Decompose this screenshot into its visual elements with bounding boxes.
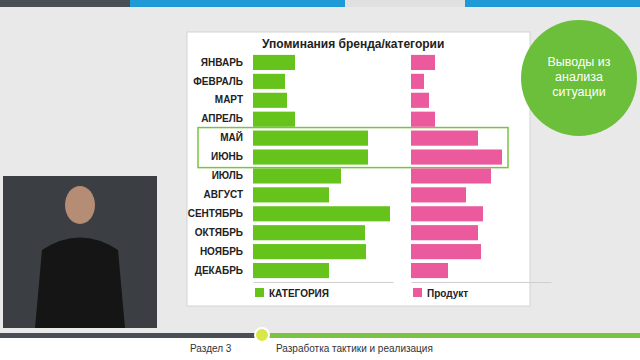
y-tick-label: СЕНТЯБРЬ xyxy=(188,208,243,219)
y-tick-label: ФЕВРАЛЬ xyxy=(193,76,243,87)
y-tick-label: ИЮЛЬ xyxy=(212,170,243,181)
x-axis-line xyxy=(254,282,394,283)
chart-box xyxy=(187,32,530,306)
y-tick: МАРТ xyxy=(215,94,253,105)
bar xyxy=(411,244,481,259)
bars-1 xyxy=(411,55,502,278)
y-tick-label: ДЕКАБРЬ xyxy=(195,265,243,276)
y-tick-label: ИЮНЬ xyxy=(211,151,243,162)
bar xyxy=(411,149,502,164)
y-tick-label: ОКТЯБРЬ xyxy=(195,227,243,238)
x-axis-0 xyxy=(254,282,394,283)
y-tick: ОКТЯБРЬ xyxy=(195,227,253,238)
background xyxy=(0,0,640,360)
bar xyxy=(253,244,366,259)
bar xyxy=(411,187,466,202)
section-title: Разработка тактики и реализация xyxy=(276,343,433,354)
badge-text: Выводы из xyxy=(548,55,611,69)
top-stripe xyxy=(345,0,465,7)
presenter-body xyxy=(35,238,125,329)
bar xyxy=(411,93,429,108)
bar xyxy=(253,74,285,89)
bar xyxy=(253,112,295,127)
y-tick: СЕНТЯБРЬ xyxy=(188,208,253,219)
bar xyxy=(253,55,295,70)
highlight-frame xyxy=(198,128,508,168)
bar xyxy=(411,168,491,183)
bar xyxy=(411,263,448,278)
bar xyxy=(411,206,483,221)
footer xyxy=(0,333,640,360)
bar xyxy=(253,149,368,164)
y-tick-label: ЯНВАРЬ xyxy=(201,57,243,68)
bars-0 xyxy=(253,55,390,278)
bar xyxy=(253,206,390,221)
y-tick-label: АПРЕЛЬ xyxy=(201,113,243,124)
bar xyxy=(411,74,424,89)
y-tick: АПРЕЛЬ xyxy=(201,113,253,124)
badge xyxy=(521,20,637,136)
badge-text: ситуации xyxy=(552,85,605,99)
slide: Упоминания бренда/категории ЯНВАРЬ ФЕВРАЛЬ… xyxy=(0,0,640,360)
y-tick-label: МАРТ xyxy=(215,94,243,105)
top-stripe xyxy=(465,0,640,7)
bar xyxy=(411,112,435,127)
y-tick-label: МАЙ xyxy=(220,131,243,143)
badge-text: анализа xyxy=(555,70,603,84)
video-frame xyxy=(3,176,157,328)
legend-swatch xyxy=(255,288,264,297)
bar xyxy=(253,131,368,146)
bar xyxy=(411,225,478,240)
bar xyxy=(411,55,435,70)
y-tick: АВГУСТ xyxy=(204,189,253,200)
footer-marker xyxy=(255,328,269,342)
y-tick-label: НОЯБРЬ xyxy=(200,246,243,257)
bar xyxy=(253,187,329,202)
y-tick: ЯНВАРЬ xyxy=(201,57,253,68)
top-stripe xyxy=(0,0,130,7)
bar xyxy=(411,131,478,146)
legend-swatch xyxy=(413,288,422,297)
top-stripe xyxy=(130,0,345,7)
legend-label: Продукт xyxy=(427,288,468,299)
footer-stripe xyxy=(262,333,640,338)
y-axis: ЯНВАРЬ ФЕВРАЛЬ МАРТ АПРЕЛЬ МАЙ ИЮНЬ ИЮЛЬ АВГУСТ… xyxy=(188,57,253,276)
section-label: Раздел 3 xyxy=(190,343,232,354)
chart-title: Упоминания бренда/категории xyxy=(262,37,444,51)
bar xyxy=(253,225,365,240)
y-tick: ИЮЛЬ xyxy=(212,170,253,181)
bar xyxy=(253,263,329,278)
presenter-head xyxy=(65,186,95,224)
x-axis-1 xyxy=(412,282,552,283)
y-tick-label: АВГУСТ xyxy=(204,189,243,200)
y-tick: ФЕВРАЛЬ xyxy=(193,76,253,87)
y-tick: МАЙ xyxy=(220,131,253,143)
y-tick: ИЮНЬ xyxy=(211,151,253,162)
y-tick: НОЯБРЬ xyxy=(200,246,253,257)
y-tick: ДЕКАБРЬ xyxy=(195,265,253,276)
footer-stripe xyxy=(0,333,262,338)
bar xyxy=(253,168,341,183)
legend-label: КАТЕГОРИЯ xyxy=(269,288,329,299)
bar xyxy=(253,93,287,108)
x-axis-line xyxy=(412,282,552,283)
